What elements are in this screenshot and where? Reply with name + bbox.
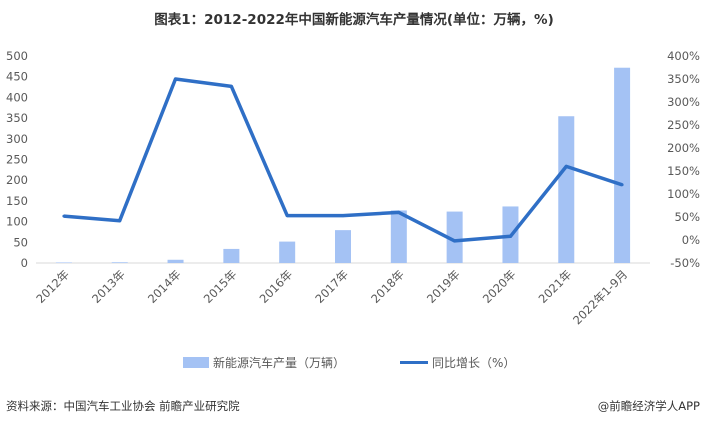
line-point-4 [285,214,289,218]
bar-5 [335,230,351,263]
y-right-tick-label: 150% [667,164,700,178]
line-point-7 [453,239,457,243]
y-right-tick-label: 100% [667,187,700,201]
x-tick-label: 2014年 [145,267,184,306]
y-right-tick-label: 0% [682,233,700,247]
x-tick-label: 2015年 [201,267,240,306]
bar-1 [111,262,128,263]
line-point-1 [118,219,122,223]
bar-10 [614,67,631,263]
legend-label-bar: 新能源汽车产量（万辆） [213,355,345,370]
y-left-tick-label: 450 [6,70,28,84]
y-left-tick-label: 300 [6,132,28,146]
bar-0 [55,262,72,263]
y-left-tick-label: 0 [21,256,28,270]
y-right-tick-label: -50% [670,256,700,270]
bar-9 [558,116,575,263]
x-tick-label: 2019年 [424,267,463,306]
credit-note: @前瞻经济学人APP [597,399,700,413]
y-right-tick-label: 300% [667,95,700,109]
x-tick-label: 2013年 [89,267,128,306]
bar-4 [279,241,296,263]
y-axis-left: 0 50 100 150 200 250 300 350 400 450 500 [6,49,28,270]
line-series [62,77,624,243]
legend-swatch-bar [183,357,209,368]
line-point-6 [397,210,401,214]
y-right-tick-label: 350% [667,72,700,86]
bar-series [55,67,631,263]
x-tick-label: 2016年 [257,267,296,306]
y-right-tick-label: 200% [667,141,700,155]
source-note: 资料来源：中国汽车工业协会 前瞻产业研究院 [6,399,240,413]
line-point-8 [508,234,512,238]
y-axis-right: -50% 0% 50% 100% 150% 200% 250% 300% 350% 400% [667,49,700,270]
x-axis-labels: 2012年 2013年 2014年 2015年 2016年 2017年 2018年 2019年… [33,267,630,327]
y-left-tick-label: 150 [6,194,28,208]
y-right-tick-label: 250% [667,118,700,132]
line-point-10 [620,183,624,187]
legend-label-line: 同比增长（%） [432,356,515,370]
line-point-5 [341,214,345,218]
line-point-0 [62,214,66,218]
x-tick-label: 2022年1-9月 [570,267,630,327]
y-right-tick-label: 400% [667,49,700,63]
y-left-tick-label: 100 [6,215,28,229]
bar-2 [167,259,184,263]
x-tick-label: 2018年 [368,267,407,306]
bar-3 [223,248,240,263]
chart-title: 图表1：2012-2022年中国新能源汽车产量情况(单位：万辆，%) [154,12,554,28]
y-left-tick-label: 500 [6,49,28,63]
line-point-3 [229,84,233,88]
y-left-tick-label: 50 [13,235,28,249]
y-left-tick-label: 350 [6,111,28,125]
x-tick-label: 2012年 [33,267,72,306]
y-left-tick-label: 400 [6,90,28,104]
line-point-9 [564,164,568,168]
bar-7 [446,211,463,263]
legend: 新能源汽车产量（万辆） 同比增长（%） [183,355,515,370]
x-tick-label: 2017年 [312,267,351,306]
bar-6 [390,210,407,263]
x-tick-label: 2021年 [536,267,575,306]
y-left-tick-label: 200 [6,173,28,187]
line-point-2 [174,77,178,81]
y-left-tick-label: 250 [6,153,28,167]
x-tick-label: 2020年 [480,267,519,306]
y-right-tick-label: 50% [674,210,700,224]
